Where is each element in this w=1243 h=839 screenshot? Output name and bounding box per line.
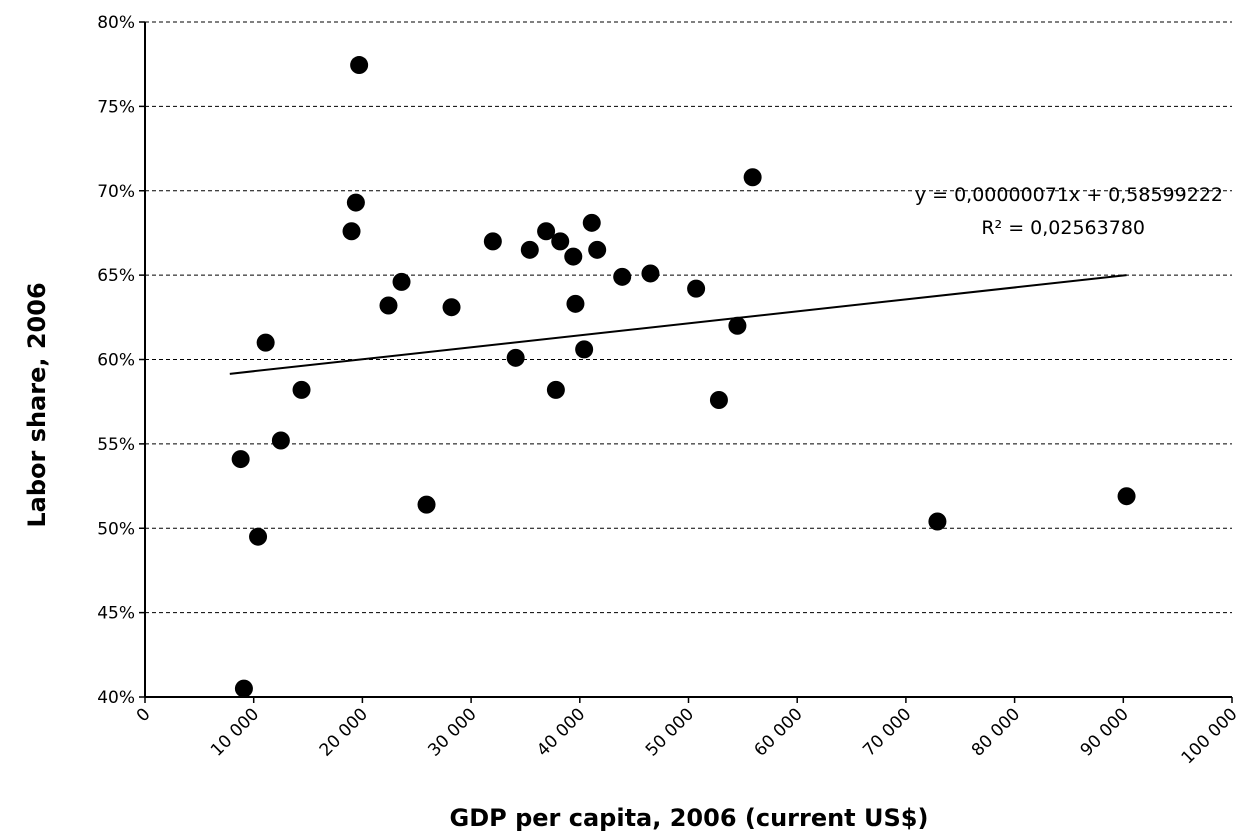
y-tick-label: 55% [97,435,135,455]
point [392,272,411,291]
point [551,232,570,251]
point [234,679,253,698]
point [537,222,556,241]
point [564,247,583,266]
y-tick-label: 45% [97,604,135,624]
trendline [229,274,1127,375]
point [582,213,601,232]
y-tick-label: 80% [97,13,135,33]
point [728,316,747,335]
point [575,340,594,359]
point [588,240,607,259]
x-tick-label: 90 000 [1077,704,1133,760]
point [506,348,525,367]
point [379,296,398,315]
point [546,380,565,399]
x-tick-label: 80 000 [968,704,1024,760]
y-tick-label: 50% [97,519,135,539]
point [346,193,365,212]
r-squared: R² = 0,02563780 [981,217,1145,239]
x-tick-label: 40 000 [533,704,589,760]
point [687,279,706,298]
point [613,267,632,286]
x-tick-label: 70 000 [859,704,915,760]
point [249,527,268,546]
y-axis-title: Labor share, 2006 [23,282,51,527]
point [231,450,250,469]
point [641,264,660,283]
x-tick-label: 100 000 [1178,704,1242,768]
point [342,222,361,241]
y-tick-label: 60% [97,351,135,371]
y-tick-label: 70% [97,182,135,202]
point [350,56,369,75]
point [483,232,502,251]
point [1117,487,1136,506]
point [928,512,947,531]
x-tick-label: 30 000 [424,704,480,760]
point [256,333,275,352]
y-tick-label: 75% [97,97,135,117]
y-tick-label: 65% [97,266,135,286]
x-tick-label: 10 000 [207,704,263,760]
x-tick-label: 50 000 [642,704,698,760]
point [520,240,539,259]
point [271,431,290,450]
point [566,294,585,313]
point [709,391,728,409]
x-tick-label: 0 [133,704,155,726]
point [743,168,762,187]
x-axis-title: GDP per capita, 2006 (current US$) [450,804,929,832]
x-tick-label: 60 000 [751,704,807,760]
point [292,380,311,399]
trend-equation: y = 0,00000071x + 0,58599222 [915,184,1223,206]
point [417,495,436,514]
y-tick-label: 40% [97,688,135,708]
x-tick-label: 20 000 [316,704,372,760]
point [442,298,461,317]
